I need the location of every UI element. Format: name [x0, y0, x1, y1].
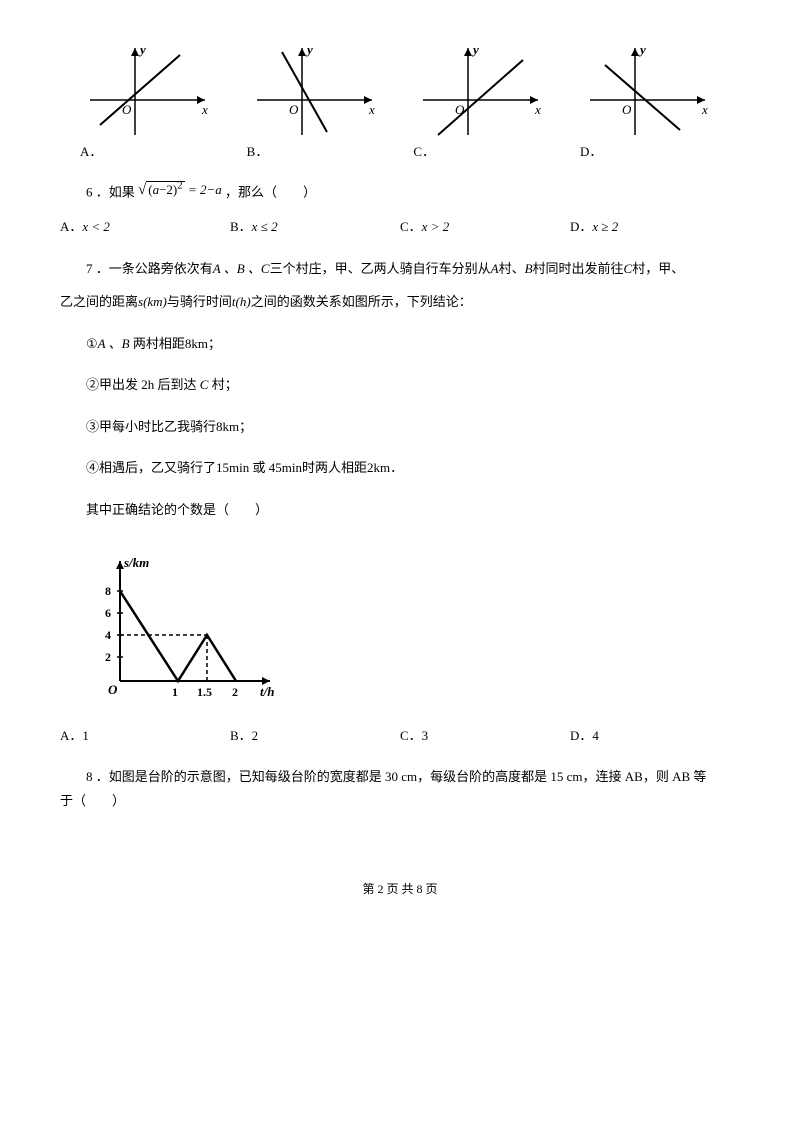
graph-c: y x O C． [413, 40, 553, 162]
q7-opt-d: D．4 [570, 726, 740, 746]
svg-text:y: y [638, 42, 646, 57]
q7-opt-b: B．2 [230, 726, 400, 746]
q6: 6 ．如果 √(a−2)2 = 2−a ，那么（ ） A．x < 2 B．x ≤… [60, 180, 740, 237]
svg-text:1.5: 1.5 [197, 685, 212, 699]
q8: 8 ．如图是台阶的示意图，已知每级台阶的宽度都是 30 cm，每级台阶的高度都是… [60, 767, 740, 810]
opt-d-label: D． [580, 142, 720, 162]
q6-opt-b: B．x ≤ 2 [230, 217, 400, 237]
q6-suffix: ，那么（ ） [225, 184, 316, 199]
svg-text:x: x [701, 102, 708, 117]
q8-text-b: 于（ ） [60, 791, 740, 811]
q6-opt-c: C．x > 2 [400, 217, 570, 237]
svg-text:2: 2 [105, 650, 111, 664]
svg-text:O: O [289, 102, 299, 117]
q7-s3: ③甲每小时比乙我骑行8km； [60, 417, 740, 437]
q7-chart: s/km t/h O 8 6 4 2 1 1.5 2 [90, 551, 290, 701]
q7-concl: 其中正确结论的个数是（ ） [60, 500, 740, 520]
q6-prefix: 6 ．如果 [86, 184, 135, 199]
graph-d: y x O D． [580, 40, 720, 162]
svg-text:y: y [305, 42, 313, 57]
q7-line1: 7 ．一条公路旁依次有A 、B 、C三个村庄，甲、乙两人骑自行车分别从A村、B村… [60, 259, 740, 279]
page-footer: 第 2 页 共 8 页 [60, 880, 740, 898]
q7-s2: ②甲出发 2h 后到达 C 村； [60, 375, 740, 395]
svg-text:6: 6 [105, 606, 111, 620]
svg-text:y: y [471, 42, 479, 57]
q7: 7 ．一条公路旁依次有A 、B 、C三个村庄，甲、乙两人骑自行车分别从A村、B村… [60, 259, 740, 746]
svg-text:x: x [534, 102, 541, 117]
svg-text:8: 8 [105, 584, 111, 598]
svg-text:O: O [622, 102, 632, 117]
svg-text:x: x [201, 102, 208, 117]
svg-text:1: 1 [172, 685, 178, 699]
q7-s1: ①A 、B 两村相距8km； [60, 334, 740, 354]
svg-text:2: 2 [232, 685, 238, 699]
q7-line2: 乙之间的距离s(km)与骑行时间t(h)之间的函数关系如图所示，下列结论： [60, 292, 740, 312]
q5-graph-row: y x O A． y x O B． y x O C． [60, 40, 740, 162]
opt-a-label: A． [80, 142, 220, 162]
svg-text:O: O [108, 682, 118, 697]
svg-text:x: x [368, 102, 375, 117]
q7-opt-a: A．1 [60, 726, 230, 746]
q7-s4: ④相遇后，乙又骑行了15min 或 45min时两人相距2km． [60, 458, 740, 478]
q6-formula: √(a−2)2 = 2−a [138, 182, 225, 197]
q7-options: A．1 B．2 C．3 D．4 [60, 726, 740, 746]
q8-text-a: 8 ．如图是台阶的示意图，已知每级台阶的宽度都是 30 cm，每级台阶的高度都是… [60, 767, 740, 787]
graph-a: y x O A． [80, 40, 220, 162]
q6-opt-a: A．x < 2 [60, 217, 230, 237]
q6-options: A．x < 2 B．x ≤ 2 C．x > 2 D．x ≥ 2 [60, 217, 740, 237]
q6-text: 6 ．如果 √(a−2)2 = 2−a ，那么（ ） [60, 180, 740, 204]
svg-text:s/km: s/km [123, 555, 149, 570]
graph-b: y x O B． [247, 40, 387, 162]
svg-text:t/h: t/h [260, 684, 274, 699]
q7-opt-c: C．3 [400, 726, 570, 746]
svg-text:y: y [138, 42, 146, 57]
svg-text:4: 4 [105, 628, 111, 642]
opt-c-label: C． [413, 142, 553, 162]
q6-opt-d: D．x ≥ 2 [570, 217, 740, 237]
opt-b-label: B． [247, 142, 387, 162]
